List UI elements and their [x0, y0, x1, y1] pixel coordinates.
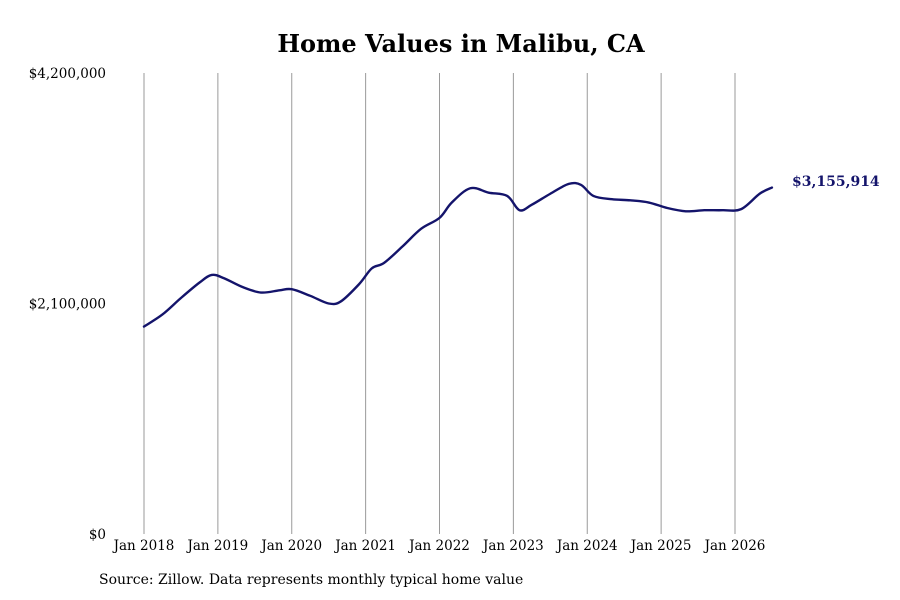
- chart-title: Home Values in Malibu, CA: [277, 29, 645, 58]
- x-tick-label: Jan 2026: [703, 538, 766, 554]
- x-tick-label: Jan 2022: [407, 538, 470, 554]
- y-tick-label: $2,100,000: [29, 297, 106, 313]
- y-tick-label: $0: [89, 527, 106, 543]
- x-tick-label: Jan 2025: [629, 538, 692, 554]
- series-line: [142, 181, 774, 328]
- x-tick-label: Jan 2023: [481, 538, 544, 554]
- x-tick-label: Jan 2018: [112, 538, 175, 554]
- source-note: Source: Zillow. Data represents monthly …: [99, 572, 524, 588]
- end-value-label: $3,155,914: [792, 174, 880, 190]
- x-tick-label: Jan 2021: [333, 538, 396, 554]
- x-tick-label: Jan 2024: [555, 538, 618, 554]
- series-layer: [142, 181, 774, 328]
- grid-layer: [143, 73, 736, 534]
- x-tick-label: Jan 2019: [185, 538, 248, 554]
- x-axis: Jan 2018 Jan 2019 Jan 2020 Jan 2021 Jan 2022…: [112, 538, 766, 554]
- x-tick-label: Jan 2020: [259, 538, 322, 554]
- y-axis: $0 $2,100,000 $4,200,000: [29, 66, 106, 543]
- y-tick-label: $4,200,000: [29, 66, 106, 82]
